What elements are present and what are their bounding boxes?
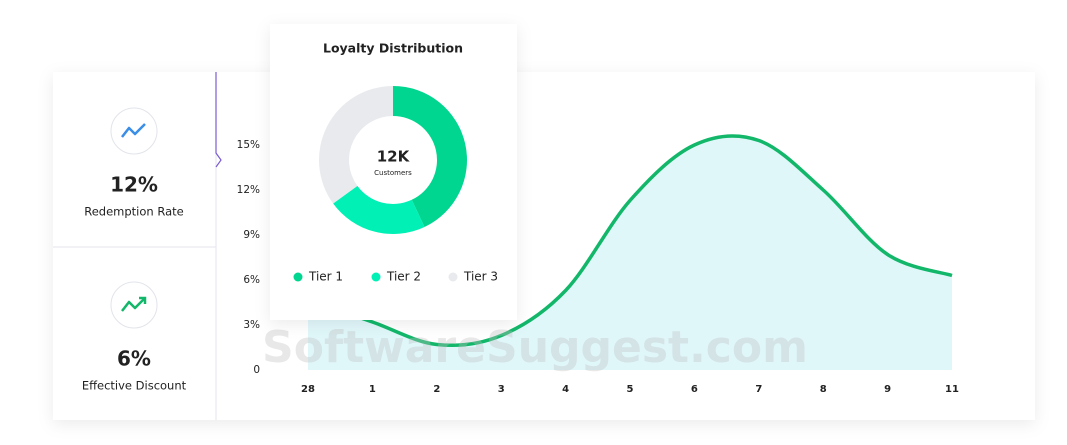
legend-label: Tier 2	[386, 270, 421, 284]
trend-icon	[121, 123, 146, 138]
y-tick-label: 0	[253, 364, 260, 376]
x-tick-label: 28	[301, 384, 315, 395]
x-tick-label: 1	[369, 384, 376, 395]
x-tick-label: 3	[498, 384, 505, 395]
y-tick-label: 15%	[237, 139, 260, 151]
legend-dot	[448, 272, 458, 282]
line-chart: 0 3% 6% 9% 12% 15% 28 1 2 3 4 5 6 7 8 9 11	[237, 134, 959, 395]
donut-segment	[333, 185, 425, 234]
donut-segment	[393, 86, 468, 227]
area-fill	[308, 135, 952, 370]
card-value: 12%	[110, 173, 158, 197]
trend-icon	[139, 296, 147, 304]
y-tick-label: 12%	[237, 184, 260, 196]
trend-icon	[121, 297, 146, 312]
card-value: 6%	[117, 347, 151, 371]
x-tick-label: 8	[820, 384, 827, 395]
line	[307, 134, 953, 348]
x-tick-label: 4	[562, 384, 569, 395]
y-tick-label: 9%	[243, 229, 260, 241]
donut-center-label: Customers	[374, 169, 412, 177]
x-tick-label: 2	[433, 384, 440, 395]
legend-label: Tier 1	[308, 270, 343, 284]
icon-circle	[110, 281, 158, 329]
watermark: SoftwareSuggest.com	[262, 322, 808, 373]
y-tick-label: 6%	[243, 274, 260, 286]
donut-segment	[319, 86, 393, 204]
card-label: Effective Discount	[82, 379, 187, 393]
donut-card	[270, 24, 517, 320]
x-tick-label: 7	[755, 384, 762, 395]
donut-chart: Loyalty Distribution 12K Customers Tier 1 Ti…	[293, 41, 498, 284]
x-tick-label: 11	[945, 384, 959, 395]
legend-label: Tier 3	[463, 270, 498, 284]
x-tick-label: 9	[884, 384, 891, 395]
legend-dot	[371, 272, 381, 282]
donut-center-value: 12K	[377, 148, 411, 166]
legend-dot	[293, 272, 303, 282]
icon-circle	[110, 107, 158, 155]
y-tick-label: 3%	[243, 319, 260, 331]
x-tick-label: 6	[691, 384, 698, 395]
donut-title: Loyalty Distribution	[323, 41, 463, 56]
card-label: Redemption Rate	[84, 205, 183, 219]
x-tick-label: 5	[627, 384, 634, 395]
active-indicator	[215, 72, 222, 168]
